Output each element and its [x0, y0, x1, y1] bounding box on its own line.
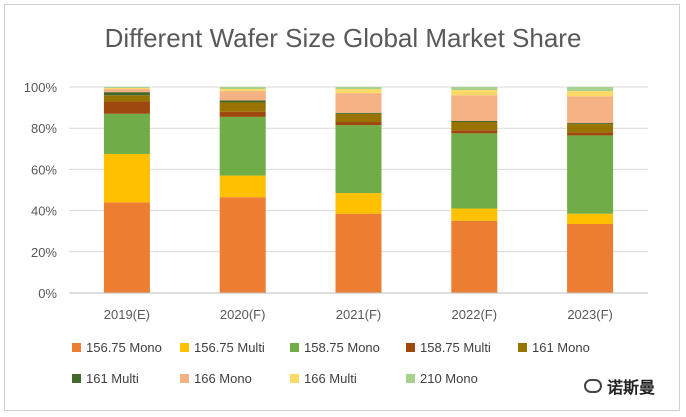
bar-segment: [103, 202, 150, 293]
legend-item: 166 Mono: [180, 371, 252, 386]
bar-segment: [219, 89, 266, 92]
legend-label: 161 Mono: [532, 340, 590, 355]
legend-label: 156.75 Mono: [86, 340, 162, 355]
bar-segment: [451, 95, 498, 121]
bar-segment: [335, 112, 382, 114]
legend-item: 156.75 Mono: [72, 340, 162, 355]
legend-swatch: [406, 343, 415, 352]
legend-item: 161 Multi: [72, 371, 139, 386]
x-tick-label: 2020(F): [220, 307, 266, 322]
bar-segment: [451, 122, 498, 131]
legend: 156.75 Mono 156.75 Multi 158.75 Mono 158.75…: [72, 340, 590, 386]
bar-segment: [103, 88, 150, 90]
bar-segment: [567, 213, 614, 224]
legend-item: 156.75 Multi: [180, 340, 265, 355]
axes: 0% 20% 40% 60% 80% 100% 2019(E) 2020(F) 2021(F) 2…: [24, 80, 648, 322]
bar-segment: [451, 133, 498, 209]
legend-swatch: [406, 374, 415, 383]
bar-segment: [103, 87, 150, 89]
bar-segment: [567, 124, 614, 133]
bar-segment: [451, 130, 498, 134]
legend-item: 166 Multi: [290, 371, 357, 386]
legend-item: 158.75 Mono: [290, 340, 380, 355]
legend-item: 210 Mono: [406, 371, 478, 386]
bar-segment: [103, 101, 150, 114]
bar-stack-2019(E): [103, 87, 150, 293]
x-tick-label: 2022(F): [452, 307, 498, 322]
y-tick-label: 0%: [38, 286, 57, 301]
chart-title: Different Wafer Size Global Market Share: [105, 23, 582, 53]
legend-label: 166 Mono: [194, 371, 252, 386]
bar-stack-2022(F): [451, 87, 498, 293]
legend-label: 156.75 Multi: [194, 340, 265, 355]
bar-segment: [219, 116, 266, 176]
bar-stack-2021(F): [335, 87, 382, 293]
bar-segment: [219, 175, 266, 198]
y-tick-label: 20%: [31, 245, 57, 260]
bar-segment: [219, 111, 266, 117]
bar-segment: [451, 220, 498, 293]
x-tick-label: 2023(F): [567, 307, 613, 322]
legend-label: 158.75 Multi: [420, 340, 491, 355]
bar-segment: [103, 92, 150, 96]
bar-segment: [567, 123, 614, 125]
bar-segment: [335, 89, 382, 94]
bar-segment: [219, 91, 266, 101]
watermark-label: 诺斯曼: [607, 380, 656, 397]
bar-segment: [103, 95, 150, 102]
legend-label: 210 Mono: [420, 371, 478, 386]
y-tick-label: 40%: [31, 204, 57, 219]
watermark: 诺斯曼: [584, 374, 655, 398]
bar-segment: [335, 193, 382, 214]
legend-swatch: [180, 374, 189, 383]
bar-segment: [335, 213, 382, 293]
bar-segment: [451, 87, 498, 91]
bar-segment: [451, 90, 498, 96]
bar-segment: [567, 96, 614, 124]
bar-segment: [335, 87, 382, 90]
bar-segment: [335, 125, 382, 194]
bar-segment: [567, 135, 614, 214]
bar-segment: [451, 208, 498, 221]
legend-item: 158.75 Multi: [406, 340, 491, 355]
bar-segment: [335, 113, 382, 123]
bar-segment: [567, 91, 614, 97]
bar-segment: [219, 100, 266, 103]
bar-segment: [567, 223, 614, 293]
bar-segment: [567, 132, 614, 136]
bar-stacks: [103, 87, 614, 293]
bar-stack-2020(F): [219, 87, 266, 293]
bar-segment: [219, 197, 266, 293]
bar-segment: [567, 87, 614, 92]
legend-swatch: [290, 343, 299, 352]
legend-item: 161 Mono: [518, 340, 590, 355]
y-tick-label: 100%: [24, 80, 58, 95]
bar-segment: [103, 153, 150, 203]
x-tick-label: 2019(E): [104, 307, 150, 322]
bar-segment: [219, 87, 266, 90]
x-tick-label: 2021(F): [336, 307, 382, 322]
legend-label: 161 Multi: [86, 371, 139, 386]
bar-segment: [451, 120, 498, 123]
legend-swatch: [72, 343, 81, 352]
legend-swatch: [72, 374, 81, 383]
legend-swatch: [290, 374, 299, 383]
legend-swatch: [180, 343, 189, 352]
bar-segment: [219, 102, 266, 112]
bar-segment: [103, 89, 150, 93]
legend-label: 158.75 Mono: [304, 340, 380, 355]
bar-segment: [335, 122, 382, 126]
legend-swatch: [518, 343, 527, 352]
bar-segment: [335, 93, 382, 113]
y-tick-label: 60%: [31, 162, 57, 177]
wechat-icon: [584, 379, 602, 393]
bar-segment: [103, 113, 150, 154]
legend-label: 166 Multi: [304, 371, 357, 386]
bar-stack-2023(F): [567, 87, 614, 293]
y-tick-label: 80%: [31, 121, 57, 136]
